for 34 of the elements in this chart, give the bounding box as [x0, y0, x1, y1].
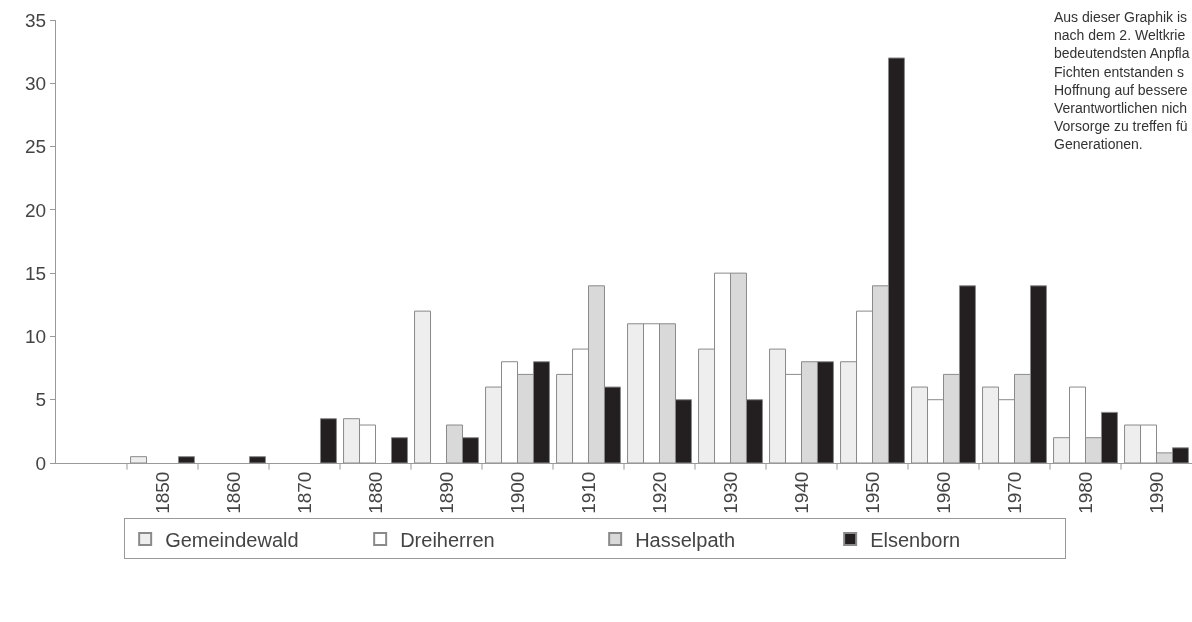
bar	[390, 437, 408, 463]
x-tick-label: 1930	[719, 471, 741, 514]
y-tick-label: 5	[35, 389, 47, 411]
x-tick-label: 1900	[506, 471, 528, 514]
x-tick-label: 1950	[861, 471, 883, 514]
bar	[130, 456, 148, 463]
x-tick-label: 1850	[151, 471, 173, 514]
y-tick-label: 30	[25, 72, 47, 94]
x-tick-label: 1920	[648, 471, 670, 514]
x-tick-label: 1860	[222, 471, 244, 514]
x-tick-label: 1980	[1074, 471, 1096, 514]
x-tick-label: 1880	[364, 471, 386, 514]
x-tick-label: 1870	[293, 471, 315, 514]
y-tick-label: 15	[25, 262, 47, 284]
y-tick-label: 25	[25, 136, 47, 158]
legend-label: Hasselpath	[635, 528, 736, 551]
y-tick-label: 0	[35, 452, 47, 474]
annotation: Aus dieser Graphik is nach dem 2. Weltkrie bedeutendsten Anpfla Fichten entstanden s Hoffnung auf bessere Verantwortlichen nich Vorsorge zu treffen fü Generationen.	[1054, 9, 1190, 153]
x-tick-label: 1990	[1145, 471, 1167, 514]
x-tick-label: 1890	[435, 471, 457, 514]
x-tick-label: 1910	[577, 471, 599, 514]
legend-label: Elsenborn	[870, 528, 961, 551]
bar	[319, 418, 337, 463]
y-tick-label: 35	[25, 9, 47, 31]
bar	[177, 456, 195, 463]
x-tick-label: 1960	[932, 471, 954, 514]
x-tick-label: 1970	[1003, 471, 1025, 514]
y-tick-label: 20	[25, 199, 47, 221]
legend-label: Dreiherren	[400, 528, 495, 551]
x-tick-label: 1940	[790, 471, 812, 514]
bar	[248, 456, 266, 463]
y-tick-label: 10	[25, 326, 47, 348]
bar	[414, 310, 432, 463]
legend-label: Gemeindewald	[165, 528, 299, 551]
